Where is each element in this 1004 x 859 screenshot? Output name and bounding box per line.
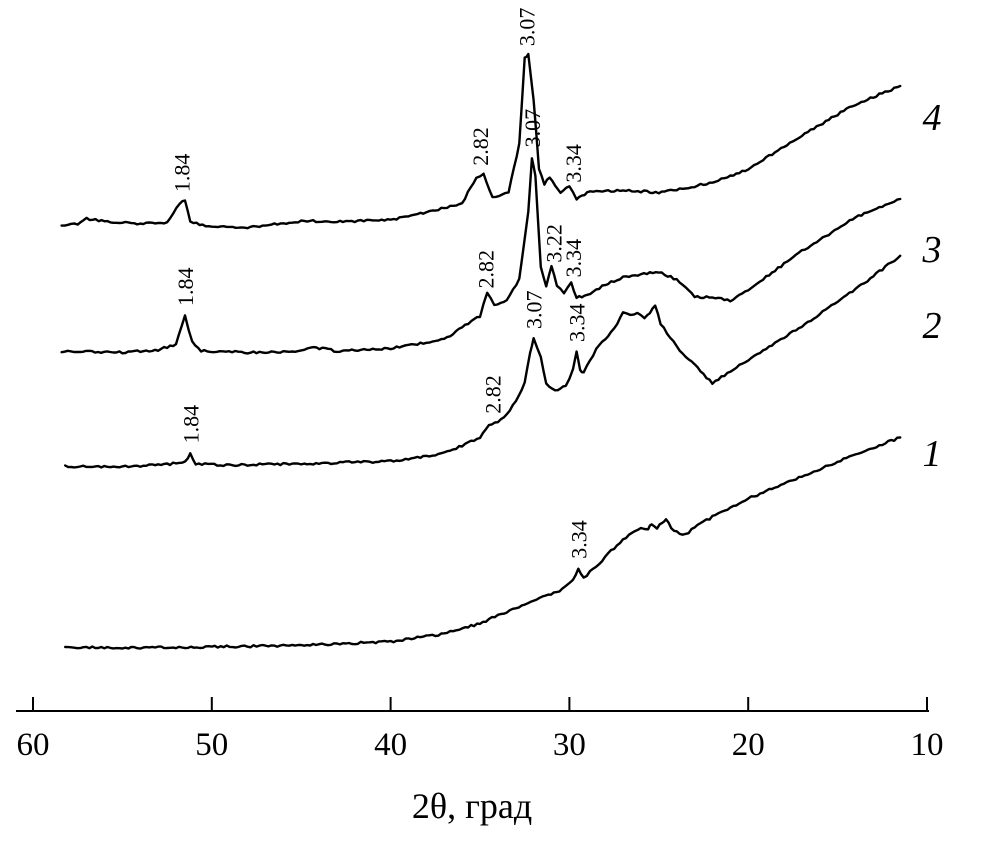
peak-label: 1.84 xyxy=(173,268,198,307)
peak-label: 3.34 xyxy=(561,239,586,278)
peak-label: 3.07 xyxy=(514,8,539,47)
peak-labels: 3.341.842.823.07 3.341.84 2.823.073.223.34… xyxy=(169,8,591,559)
peak-label: 2.82 xyxy=(473,250,498,289)
peak-label: 3.34 xyxy=(565,304,590,343)
x-tick-label: 50 xyxy=(195,727,228,763)
x-tick-label: 20 xyxy=(732,727,765,763)
x-axis: 60 50 40 30 20 10 xyxy=(16,697,944,763)
series-labels: 1 2 3 4 xyxy=(922,97,942,475)
peak-label: 1.84 xyxy=(169,154,194,193)
series-label-3: 3 xyxy=(922,229,942,271)
trace-series-1 xyxy=(64,436,902,650)
trace-series-4 xyxy=(60,52,902,230)
x-axis-label: 2θ, град xyxy=(412,786,532,826)
x-tick-label: 40 xyxy=(374,727,407,763)
trace-series-3 xyxy=(60,157,902,355)
peak-label: 3.34 xyxy=(561,144,586,183)
peak-label: 1.84 xyxy=(178,405,203,444)
peak-label: 3.07 xyxy=(522,291,547,330)
peak-label: 3.34 xyxy=(566,520,591,559)
x-tick-label: 10 xyxy=(911,727,944,763)
traces xyxy=(60,52,902,650)
series-label-4: 4 xyxy=(923,97,942,139)
trace-series-2 xyxy=(64,254,902,469)
series-label-2: 2 xyxy=(923,305,942,347)
x-tick-label: 60 xyxy=(17,727,50,763)
peak-label: 3.07 xyxy=(520,109,545,148)
x-tick-label: 30 xyxy=(553,727,586,763)
peak-label: 2.82 xyxy=(468,127,493,166)
peak-label: 3.22 xyxy=(541,224,566,263)
peak-label: 2.82 xyxy=(481,375,506,414)
series-label-1: 1 xyxy=(923,433,942,475)
